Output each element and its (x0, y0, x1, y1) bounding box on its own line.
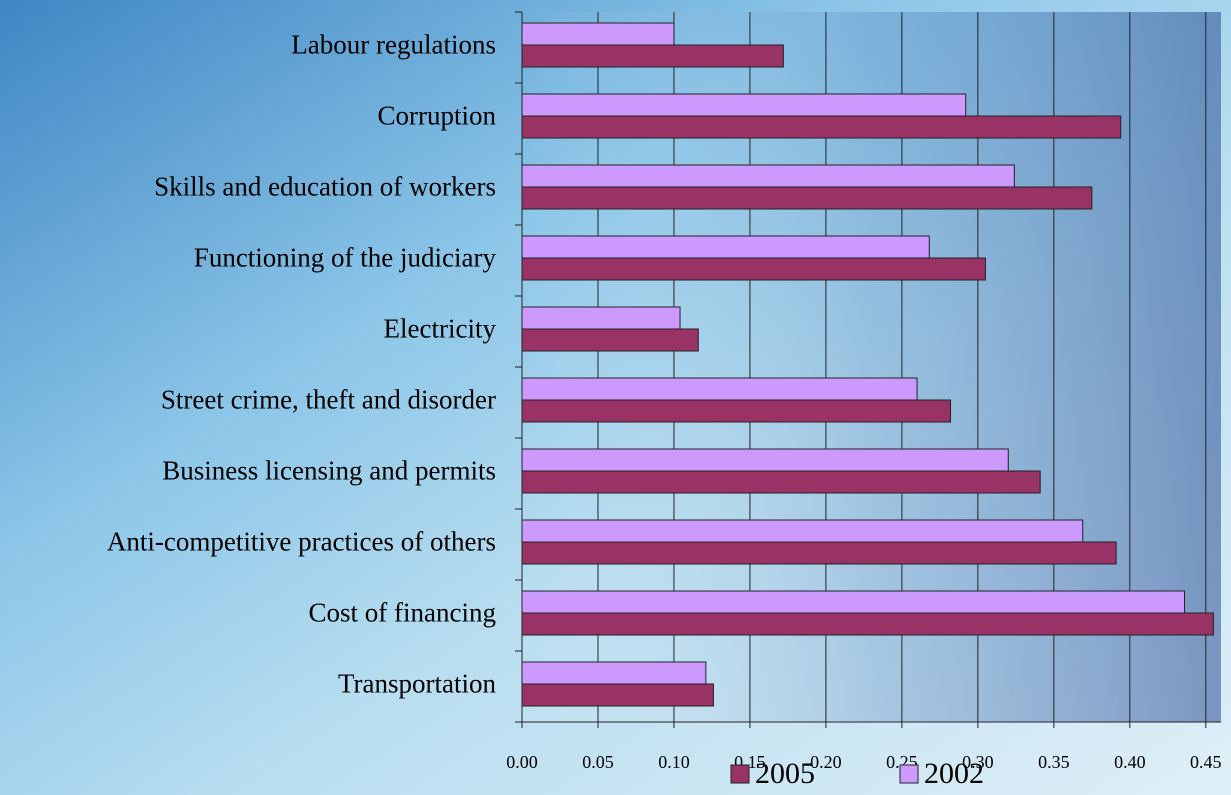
x-tick-label: 0.35 (1038, 752, 1070, 772)
x-tick-label: 0.40 (1114, 752, 1146, 772)
x-tick-label: 0.30 (962, 752, 994, 772)
bar (521, 470, 1041, 494)
bar (521, 590, 1186, 614)
legend-label: 2002 (924, 757, 984, 790)
legend-swatch (730, 764, 750, 784)
y-tick-label: Business licensing and permits (162, 456, 496, 486)
y-tick-label: Cost of financing (309, 598, 496, 628)
y-tick-label: Anti-competitive practices of others (107, 527, 496, 557)
bar (521, 186, 1093, 210)
x-tick-label: 0.10 (658, 752, 690, 772)
bar (521, 328, 699, 352)
bar (521, 448, 1009, 472)
bar (521, 661, 707, 685)
bar (521, 93, 967, 117)
bar (521, 306, 681, 330)
legend-label: 2005 (755, 757, 815, 790)
y-tick-label: Street crime, theft and disorder (161, 385, 496, 415)
bar (521, 22, 675, 46)
legend-swatch (899, 764, 919, 784)
bar (521, 235, 930, 259)
bar (521, 164, 1015, 188)
x-tick-label: 0.00 (506, 752, 538, 772)
bar (521, 612, 1214, 636)
bar (521, 44, 784, 68)
y-tick-label: Corruption (378, 101, 497, 131)
y-tick-label: Functioning of the judiciary (194, 243, 497, 273)
x-tick-label: 0.45 (1190, 752, 1222, 772)
y-tick-label: Electricity (384, 314, 497, 344)
y-tick-label: Labour regulations (291, 30, 496, 60)
bar (521, 541, 1117, 565)
bar (521, 115, 1122, 139)
bar (521, 377, 918, 401)
x-tick-label: 0.05 (582, 752, 614, 772)
bar (521, 683, 714, 707)
x-tick-label: 0.20 (810, 752, 842, 772)
bar (521, 257, 986, 281)
bar (521, 399, 952, 423)
y-tick-label: Skills and education of workers (154, 172, 496, 202)
y-tick-label: Transportation (338, 669, 497, 699)
bar (521, 519, 1084, 543)
